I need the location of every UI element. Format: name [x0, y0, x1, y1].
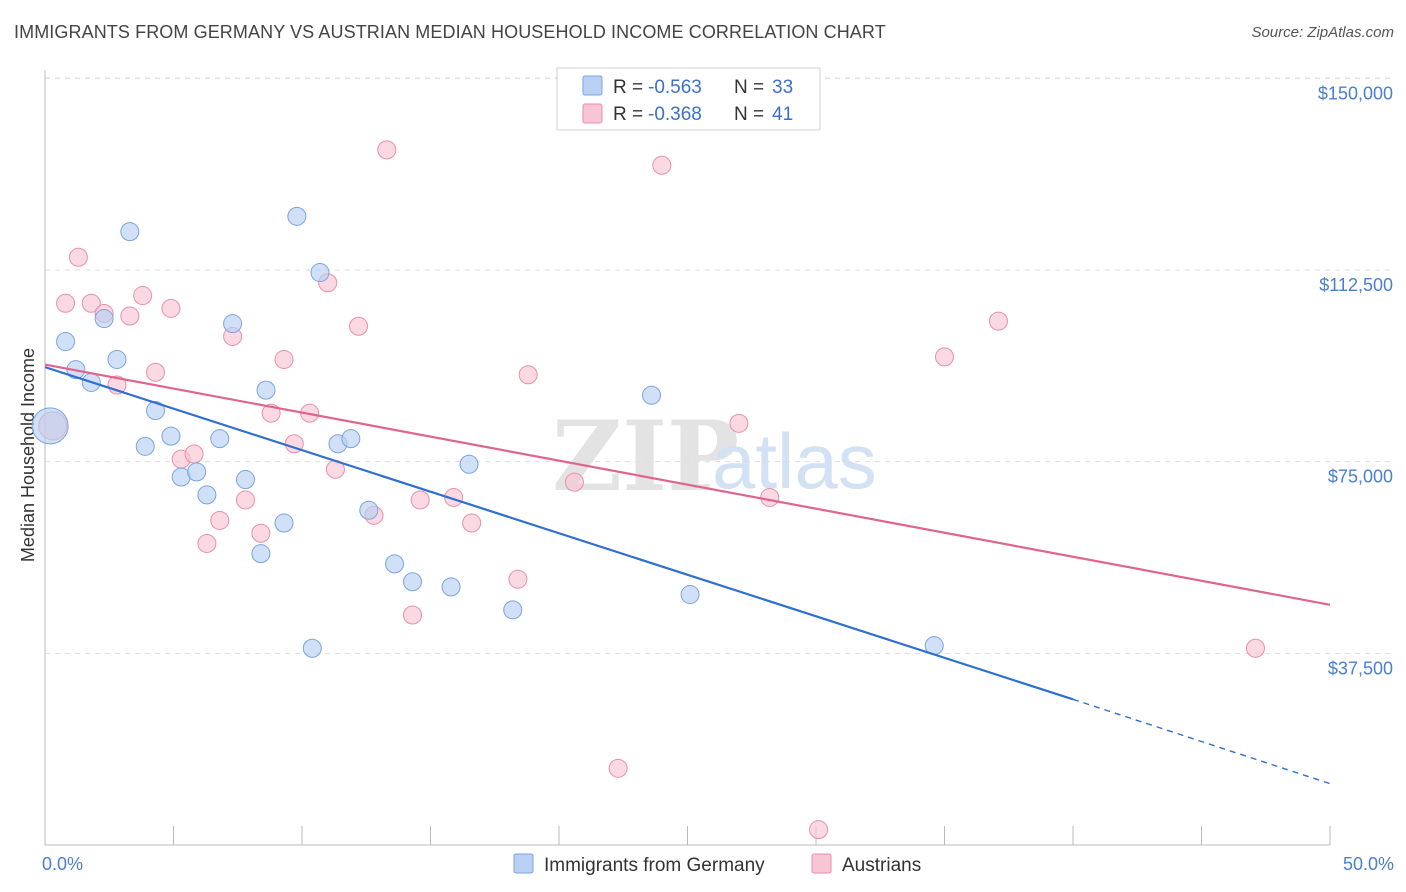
- x-tick-label: 50.0%: [1343, 854, 1394, 874]
- austrians-point: [935, 347, 954, 367]
- germany-point: [385, 554, 405, 574]
- legend-r-label-pink: R =: [613, 104, 643, 125]
- germany-point: [235, 470, 255, 490]
- legend-n-label-blue: N =: [734, 77, 764, 98]
- austrians-point: [729, 413, 749, 433]
- trend-lines: [44, 363, 1331, 785]
- austrians-point: [410, 490, 430, 510]
- y-tick-label: $37,500: [1328, 658, 1393, 678]
- series-legend-label-austrians: Austrians: [842, 855, 921, 876]
- germany-point: [251, 544, 271, 564]
- germany-trend-extension: [1072, 698, 1331, 785]
- series-legend-swatch-austrians: [811, 853, 832, 874]
- austrians-point: [1245, 638, 1265, 658]
- legend-r-value-blue: -0.563: [648, 77, 702, 98]
- correlation-legend: R = -0.563 N = 33 R = -0.368 N = 41: [556, 67, 821, 131]
- watermark-zip: ZIP: [552, 400, 739, 513]
- germany-point: [94, 309, 114, 329]
- y-tick-label: $150,000: [1318, 83, 1393, 103]
- legend-r-value-pink: -0.368: [648, 104, 702, 125]
- legend-swatch-pink: [582, 103, 603, 124]
- germany-point: [310, 263, 330, 283]
- austrians-point: [518, 365, 538, 385]
- germany-trend-line: [44, 366, 1074, 701]
- germany-point: [146, 401, 166, 421]
- grid-lines: [45, 77, 1392, 654]
- austrians-point: [81, 293, 101, 313]
- austrians-point: [608, 758, 628, 778]
- austrians-point: [146, 362, 166, 382]
- austrians-point: [564, 472, 584, 492]
- germany-point: [187, 462, 207, 482]
- x-ticks: [44, 826, 1331, 845]
- germany-point: [274, 513, 294, 533]
- austrians-point: [444, 487, 464, 507]
- germany-point: [459, 454, 479, 474]
- germany-point: [642, 385, 662, 405]
- series-legend: Immigrants from Germany Austrians: [513, 853, 921, 876]
- austrians-point: [377, 140, 397, 160]
- austrians-point: [235, 490, 255, 510]
- legend-n-label-pink: N =: [734, 104, 764, 125]
- germany-point: [359, 500, 379, 520]
- germany-point: [302, 638, 322, 658]
- germany-point: [680, 585, 700, 605]
- y-tick-label: $75,000: [1328, 467, 1393, 487]
- germany-point: [441, 577, 461, 597]
- legend-r-label-blue: R =: [613, 77, 643, 98]
- austrians-point: [161, 298, 181, 318]
- germany-point: [256, 380, 276, 400]
- austrians-point: [349, 316, 369, 336]
- series-legend-label-germany: Immigrants from Germany: [544, 855, 765, 876]
- austrians-point: [988, 311, 1008, 331]
- germany-point: [341, 429, 361, 449]
- germany-point: [210, 429, 230, 449]
- austrians-point: [56, 293, 76, 313]
- germany-point: [56, 332, 76, 352]
- source-label: Source: ZipAtlas.com: [1251, 24, 1394, 41]
- germany-point: [223, 314, 243, 334]
- legend-n-value-blue: 33: [772, 77, 793, 98]
- germany-point: [197, 485, 217, 505]
- x-tick-label: 0.0%: [42, 854, 83, 874]
- germany-point: [135, 436, 155, 456]
- watermark: ZIP atlas: [552, 400, 877, 513]
- germany-point: [107, 349, 127, 369]
- germany-point: [403, 572, 423, 592]
- germany-point: [503, 600, 523, 620]
- series-germany-points: [31, 206, 944, 658]
- y-tick-label: $112,500: [1319, 275, 1393, 295]
- austrians-point: [68, 247, 88, 267]
- austrians-point: [652, 155, 672, 175]
- austrians-point: [197, 533, 217, 553]
- series-legend-swatch-germany: [513, 853, 534, 874]
- austrians-point: [210, 510, 230, 530]
- germany-point: [287, 206, 307, 226]
- germany-point: [161, 426, 181, 446]
- austrians-point: [184, 444, 204, 464]
- y-tick-labels: $37,500 $75,000 $112,500 $150,000: [1318, 83, 1393, 678]
- austrians-point: [508, 569, 528, 589]
- germany-point: [31, 407, 69, 445]
- austrians-point: [251, 523, 271, 543]
- x-tick-labels: 0.0% 50.0%: [42, 854, 1394, 874]
- austrians-trend-line: [44, 363, 1331, 606]
- austrians-point: [133, 286, 153, 306]
- germany-point: [120, 222, 140, 242]
- austrians-point: [274, 349, 294, 369]
- legend-swatch-blue: [582, 75, 603, 96]
- austrians-point: [462, 513, 482, 533]
- chart-title: IMMIGRANTS FROM GERMANY VS AUSTRIAN MEDI…: [14, 22, 886, 42]
- y-axis-label: Median Household Income: [18, 348, 38, 562]
- legend-n-value-pink: 41: [772, 104, 793, 125]
- austrians-point: [403, 605, 423, 625]
- austrians-point: [120, 306, 140, 326]
- austrians-point: [760, 487, 780, 507]
- austrians-point: [809, 820, 829, 840]
